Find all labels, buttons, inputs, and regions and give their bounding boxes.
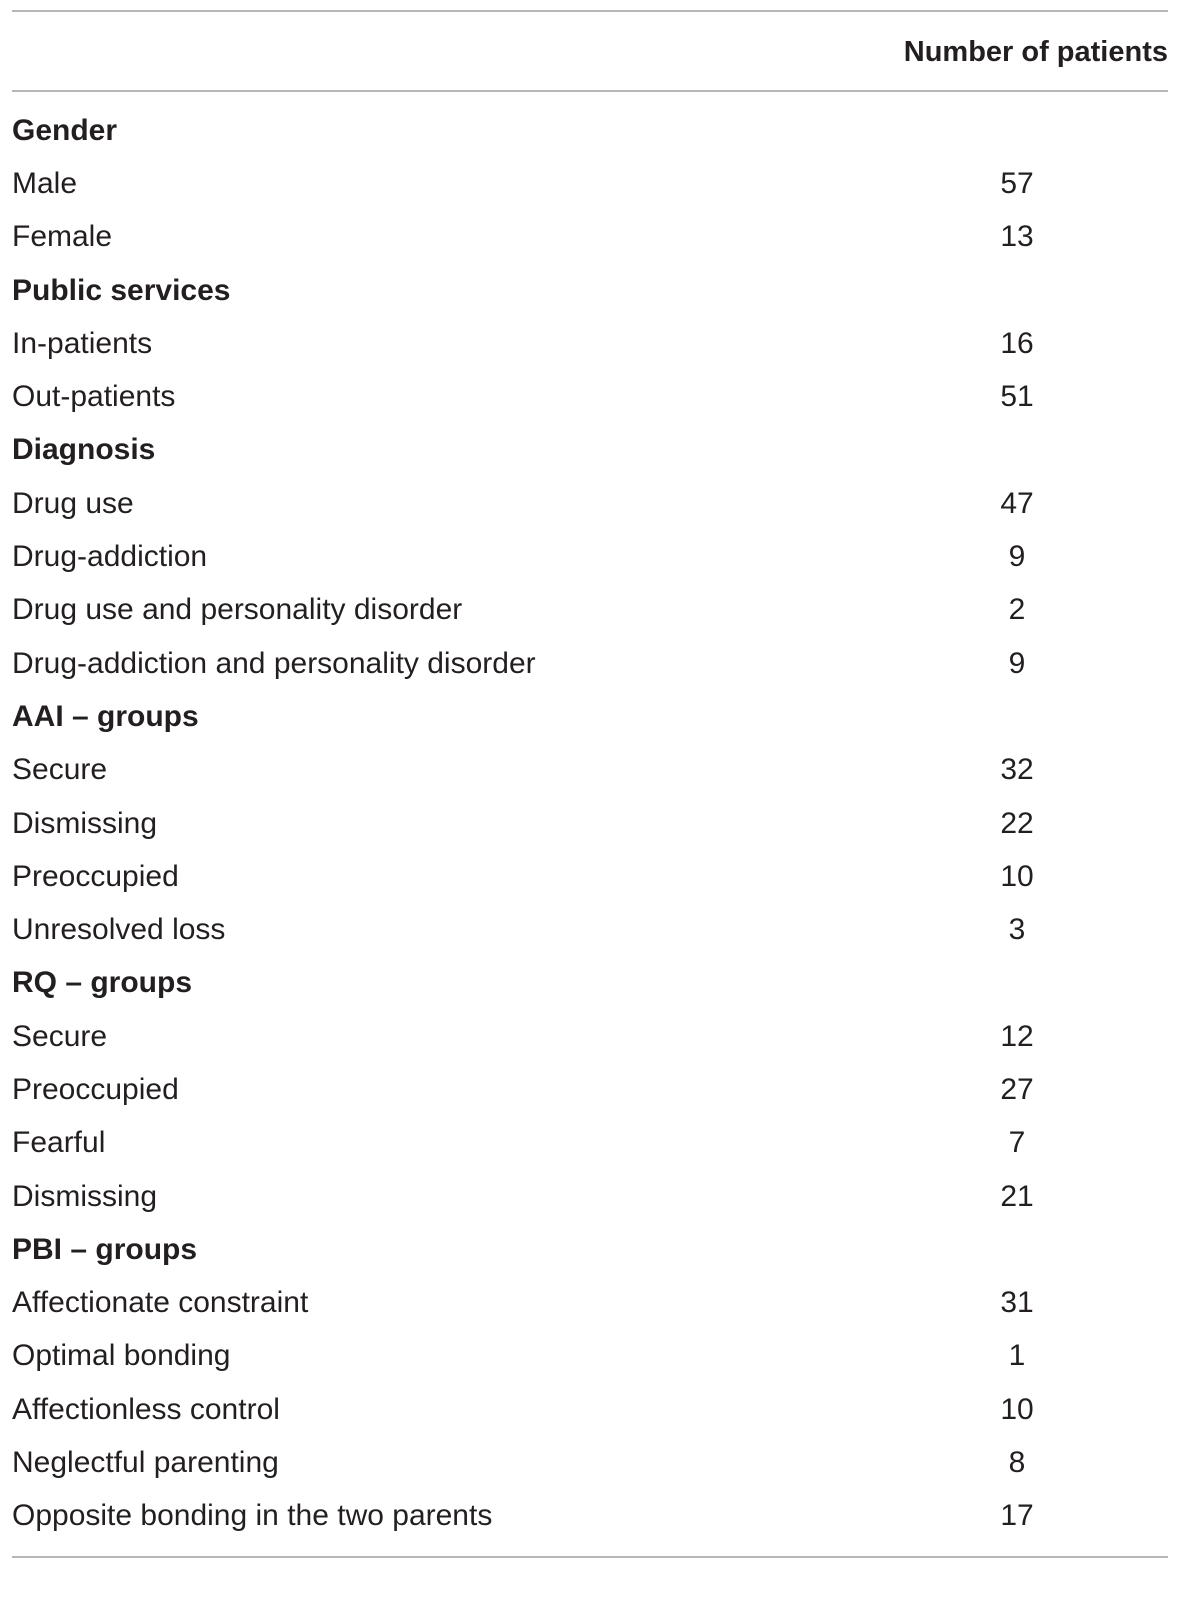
section-title: Diagnosis xyxy=(12,433,156,467)
row-label: Optimal bonding xyxy=(12,1339,231,1373)
row-value: 12 xyxy=(1000,1019,1034,1053)
table-row: Neglectful parenting 8 xyxy=(12,1436,1168,1489)
row-value: 1 xyxy=(1008,1339,1026,1373)
table-row: Preoccupied 10 xyxy=(12,850,1168,903)
table-row: Optimal bonding 1 xyxy=(12,1330,1168,1383)
table-row: Fearful 7 xyxy=(12,1117,1168,1170)
table-row: Opposite bonding in the two parents 17 xyxy=(12,1490,1168,1543)
row-label: Affectionate constraint xyxy=(12,1286,309,1320)
row-value: 2 xyxy=(1008,593,1026,627)
table-row: Secure 32 xyxy=(12,744,1168,797)
row-value: 10 xyxy=(1000,1392,1034,1426)
table-row: Male 57 xyxy=(12,157,1168,210)
row-label: Drug use xyxy=(12,486,134,520)
row-label: Male xyxy=(12,166,78,200)
row-value: 16 xyxy=(1000,326,1034,360)
row-label: Fearful xyxy=(12,1126,106,1160)
row-value: 57 xyxy=(1000,166,1034,200)
table-row: Affectionate constraint 31 xyxy=(12,1277,1168,1330)
table-row: Female 13 xyxy=(12,211,1168,264)
row-label: In-patients xyxy=(12,326,153,360)
table-row: Dismissing 21 xyxy=(12,1170,1168,1223)
table-row: Affectionless control 10 xyxy=(12,1383,1168,1436)
section-title: PBI – groups xyxy=(12,1232,198,1266)
row-value: 10 xyxy=(1000,859,1034,893)
row-label: Unresolved loss xyxy=(12,913,226,947)
row-value: 9 xyxy=(1008,646,1026,680)
column-header-number-of-patients: Number of patients xyxy=(903,36,1168,68)
table-row: Drug use 47 xyxy=(12,477,1168,530)
row-value: 17 xyxy=(1000,1499,1034,1533)
row-value: 7 xyxy=(1008,1126,1026,1160)
row-value: 21 xyxy=(1000,1179,1034,1213)
section-header-row: Diagnosis xyxy=(12,424,1168,477)
row-label: Dismissing xyxy=(12,1179,158,1213)
table-row: Unresolved loss 3 xyxy=(12,903,1168,956)
section-title: AAI – groups xyxy=(12,699,199,733)
table-row: Drug-addiction 9 xyxy=(12,530,1168,583)
row-label: Out-patients xyxy=(12,380,176,414)
table-row: Preoccupied 27 xyxy=(12,1063,1168,1116)
row-value: 47 xyxy=(1000,486,1034,520)
row-value: 32 xyxy=(1000,753,1034,787)
row-value: 27 xyxy=(1000,1072,1034,1106)
row-label: Drug-addiction and personality disorder xyxy=(12,646,536,680)
table-body: Gender Male 57 Female 13 Public services In-pa… xyxy=(12,92,1168,1556)
row-label: Preoccupied xyxy=(12,1072,179,1106)
patients-table: Number of patients Gender Male 57 Female 13 P… xyxy=(12,10,1168,1559)
row-label: Secure xyxy=(12,753,108,787)
table-row: Secure 12 xyxy=(12,1010,1168,1063)
row-value: 13 xyxy=(1000,220,1034,254)
table-row: In-patients 16 xyxy=(12,317,1168,370)
section-header-row: AAI – groups xyxy=(12,690,1168,743)
table-header-row: Number of patients xyxy=(12,12,1168,90)
row-label: Opposite bonding in the two parents xyxy=(12,1499,493,1533)
row-label: Dismissing xyxy=(12,806,158,840)
row-value: 3 xyxy=(1008,913,1026,947)
section-header-row: Public services xyxy=(12,264,1168,317)
table-bottom-rule xyxy=(12,1556,1168,1559)
row-value: 9 xyxy=(1008,540,1026,574)
row-label: Drug use and personality disorder xyxy=(12,593,463,627)
row-value: 51 xyxy=(1000,380,1034,414)
section-title: Public services xyxy=(12,273,231,307)
row-label: Affectionless control xyxy=(12,1392,280,1426)
table-row: Out-patients 51 xyxy=(12,370,1168,423)
row-label: Female xyxy=(12,220,113,254)
section-header-row: Gender xyxy=(12,104,1168,157)
table-row: Dismissing 22 xyxy=(12,797,1168,850)
table-row: Drug use and personality disorder 2 xyxy=(12,584,1168,637)
section-header-row: RQ – groups xyxy=(12,957,1168,1010)
row-value: 22 xyxy=(1000,806,1034,840)
section-title: Gender xyxy=(12,113,118,147)
table-header-rule xyxy=(12,90,1168,92)
table-row: Drug-addiction and personality disorder 9 xyxy=(12,637,1168,690)
section-header-row: PBI – groups xyxy=(12,1223,1168,1276)
section-title: RQ – groups xyxy=(12,966,193,1000)
row-label: Secure xyxy=(12,1019,108,1053)
row-label: Neglectful parenting xyxy=(12,1446,279,1480)
row-label: Preoccupied xyxy=(12,859,179,893)
table-top-rule xyxy=(12,10,1168,12)
row-label: Drug-addiction xyxy=(12,540,208,574)
row-value: 8 xyxy=(1008,1446,1026,1480)
row-value: 31 xyxy=(1000,1286,1034,1320)
